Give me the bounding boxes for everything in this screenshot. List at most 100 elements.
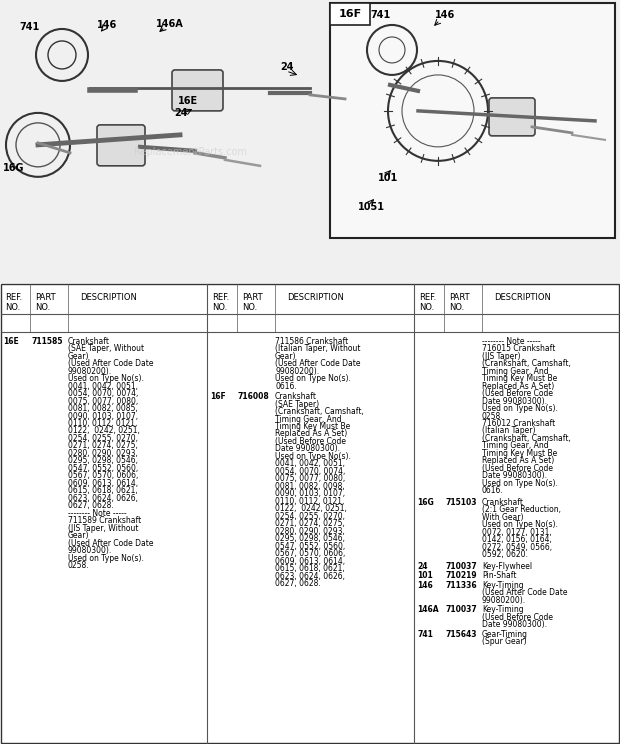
Text: With Gear): With Gear) (482, 513, 523, 522)
Bar (330, 3, 370, 25)
Text: 146: 146 (417, 581, 433, 590)
Text: (Italian Taper, Without: (Italian Taper, Without (275, 344, 360, 353)
Text: REF.
NO.: REF. NO. (212, 292, 229, 312)
Text: ReplacementParts.com: ReplacementParts.com (133, 147, 246, 157)
Text: 0271, 0274, 0275,: 0271, 0274, 0275, (68, 441, 138, 450)
Text: 711585: 711585 (31, 336, 63, 346)
Text: 0567, 0570, 0606,: 0567, 0570, 0606, (68, 472, 138, 481)
Text: 0567, 0570, 0606,: 0567, 0570, 0606, (275, 549, 345, 558)
Text: 99080200).: 99080200). (68, 367, 112, 376)
Text: (SAE Taper, Without: (SAE Taper, Without (68, 344, 144, 353)
Text: Timing Key Must Be: Timing Key Must Be (275, 422, 350, 431)
Text: DESCRIPTION: DESCRIPTION (80, 292, 137, 302)
Text: 711336: 711336 (445, 581, 477, 590)
Text: 0623, 0624, 0626,: 0623, 0624, 0626, (275, 572, 345, 581)
Text: (Crankshaft, Camshaft,: (Crankshaft, Camshaft, (482, 359, 571, 368)
Text: (JIS Taper, Without: (JIS Taper, Without (68, 524, 138, 533)
Text: PART
NO.: PART NO. (449, 292, 469, 312)
Text: DESCRIPTION: DESCRIPTION (494, 292, 551, 302)
Text: 146: 146 (435, 10, 455, 20)
Text: 0054, 0070, 0074,: 0054, 0070, 0074, (275, 467, 345, 476)
Text: 0280, 0290, 0293,: 0280, 0290, 0293, (68, 449, 138, 458)
Text: 146A: 146A (417, 605, 438, 615)
FancyBboxPatch shape (489, 98, 535, 136)
Text: (Crankshaft, Camshaft,: (Crankshaft, Camshaft, (275, 407, 364, 416)
FancyBboxPatch shape (172, 70, 223, 111)
Text: 99080300).: 99080300). (68, 546, 112, 555)
Text: 16F: 16F (339, 9, 361, 19)
Text: Timing Gear, And: Timing Gear, And (482, 441, 549, 450)
Text: PART
NO.: PART NO. (242, 292, 263, 312)
Text: 0616.: 0616. (482, 487, 503, 496)
Text: (Spur Gear): (Spur Gear) (482, 637, 526, 647)
Text: 715103: 715103 (445, 498, 477, 507)
Text: 0627, 0628.: 0627, 0628. (68, 501, 113, 510)
Text: 0615, 0618, 0621,: 0615, 0618, 0621, (275, 564, 345, 574)
Text: 146: 146 (97, 20, 117, 30)
Text: 741: 741 (370, 10, 390, 20)
Text: 16E: 16E (3, 336, 19, 346)
Text: 0075, 0077, 0080,: 0075, 0077, 0080, (275, 475, 345, 484)
Text: Crankshaft: Crankshaft (68, 336, 110, 346)
Text: 0258.: 0258. (68, 561, 90, 571)
Text: 710037: 710037 (445, 605, 477, 615)
Text: 0280, 0290, 0293,: 0280, 0290, 0293, (275, 527, 345, 536)
Text: 146A: 146A (156, 19, 184, 29)
Text: 24: 24 (280, 62, 293, 72)
Text: 716012 Crankshaft: 716012 Crankshaft (482, 419, 556, 428)
Text: 0616.: 0616. (275, 382, 297, 391)
Text: Date 99080300).: Date 99080300). (482, 620, 547, 629)
Text: (Used After Code Date: (Used After Code Date (68, 359, 154, 368)
Text: 16G: 16G (417, 498, 434, 507)
Text: 24: 24 (417, 562, 428, 571)
Text: Used on Type No(s).: Used on Type No(s). (482, 404, 558, 413)
Text: 0090, 0103, 0107,: 0090, 0103, 0107, (68, 411, 138, 420)
Text: 0295, 0298, 0546,: 0295, 0298, 0546, (68, 457, 138, 466)
Text: (Crankshaft, Camshaft,: (Crankshaft, Camshaft, (482, 434, 571, 443)
Text: 0142, 0156, 0164,: 0142, 0156, 0164, (482, 536, 552, 545)
Text: 0609, 0613, 0614,: 0609, 0613, 0614, (68, 479, 138, 488)
Text: Key-Flywheel: Key-Flywheel (482, 562, 532, 571)
Text: Key-Timing: Key-Timing (482, 581, 524, 590)
Text: (Used After Code Date: (Used After Code Date (482, 589, 567, 597)
Text: 99080200).: 99080200). (275, 367, 319, 376)
Text: 716008: 716008 (238, 392, 270, 401)
Text: 716015 Crankshaft: 716015 Crankshaft (482, 344, 556, 353)
Text: -------- Note -----: -------- Note ----- (482, 336, 541, 346)
Text: 16E: 16E (178, 96, 198, 106)
Text: Used on Type No(s).: Used on Type No(s). (482, 479, 558, 488)
Text: REF.
NO.: REF. NO. (5, 292, 22, 312)
Text: 0072, 0127, 0131,: 0072, 0127, 0131, (482, 527, 552, 537)
Text: 715643: 715643 (445, 629, 477, 638)
Text: Used on Type No(s).: Used on Type No(s). (482, 520, 558, 529)
Text: (Italian Taper): (Italian Taper) (482, 426, 536, 435)
Text: Date 99080300).: Date 99080300). (482, 397, 547, 405)
Text: 0254, 0255, 0270,: 0254, 0255, 0270, (68, 434, 138, 443)
Text: Replaced As A Set): Replaced As A Set) (482, 457, 554, 466)
Text: (2:1 Gear Reduction,: (2:1 Gear Reduction, (482, 505, 561, 514)
Text: 101: 101 (378, 173, 398, 183)
Text: 710037: 710037 (445, 562, 477, 571)
Text: 1051: 1051 (358, 202, 385, 212)
Text: Gear-Timing: Gear-Timing (482, 629, 528, 638)
Text: Replaced As A Set): Replaced As A Set) (482, 382, 554, 391)
Text: Replaced As A Set): Replaced As A Set) (275, 429, 347, 438)
Text: Crankshaft: Crankshaft (275, 392, 317, 401)
Text: 0547, 0552, 0560,: 0547, 0552, 0560, (275, 542, 345, 551)
Text: Timing Key Must Be: Timing Key Must Be (482, 374, 557, 383)
Text: 0041, 0042, 0051,: 0041, 0042, 0051, (275, 460, 345, 469)
Text: 16G: 16G (3, 163, 25, 173)
Text: Date 99080300).: Date 99080300). (275, 444, 340, 453)
Text: (Used After Code Date: (Used After Code Date (68, 539, 154, 548)
Text: (SAE Taper): (SAE Taper) (275, 400, 319, 408)
Text: 0627, 0628.: 0627, 0628. (275, 580, 321, 589)
Text: 0075, 0077, 0080,: 0075, 0077, 0080, (68, 397, 138, 405)
Text: 0271, 0274, 0275,: 0271, 0274, 0275, (275, 519, 345, 528)
Text: REF.
NO.: REF. NO. (419, 292, 436, 312)
Text: 0272, 0549, 0566,: 0272, 0549, 0566, (482, 543, 552, 552)
Text: 0122,  0242, 0251,: 0122, 0242, 0251, (68, 426, 140, 435)
Text: 0081, 0082, 0085,: 0081, 0082, 0085, (68, 404, 138, 413)
Text: (JIS Taper): (JIS Taper) (482, 352, 521, 361)
Text: 16F: 16F (210, 392, 226, 401)
Text: 0110, 0112, 0121,: 0110, 0112, 0121, (68, 419, 138, 428)
